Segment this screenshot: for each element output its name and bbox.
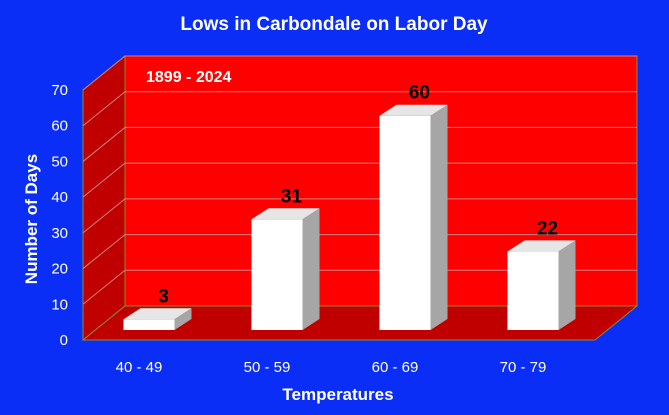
bar xyxy=(251,208,320,330)
bar-side xyxy=(558,240,576,330)
data-labels: 3 31 60 22 xyxy=(158,83,558,308)
x-axis-label: Temperatures xyxy=(282,385,393,404)
bar-front xyxy=(123,319,175,330)
y-tick-label: 60 xyxy=(51,118,68,135)
bar-side xyxy=(430,104,448,330)
x-tick-label: 60 - 69 xyxy=(372,359,419,376)
bar-front xyxy=(251,219,303,330)
bar xyxy=(507,240,576,330)
floor xyxy=(81,305,639,341)
y-tick-label: 10 xyxy=(51,296,68,313)
data-label: 22 xyxy=(537,218,558,239)
side-wall xyxy=(82,54,126,342)
bar xyxy=(379,104,448,330)
bar-top xyxy=(379,104,448,116)
chart-annotation: 1899 - 2024 xyxy=(146,69,232,86)
data-label: 3 xyxy=(158,286,169,307)
bars xyxy=(123,104,576,330)
x-tick-label: 40 - 49 xyxy=(116,359,163,376)
bar xyxy=(123,308,192,330)
gridline xyxy=(82,234,637,269)
y-tick-label: 70 xyxy=(51,82,68,99)
x-tick-label: 70 - 79 xyxy=(500,359,547,376)
gridline xyxy=(82,269,637,305)
bar-top xyxy=(123,308,192,320)
y-tick-label: 0 xyxy=(60,332,68,349)
data-label: 60 xyxy=(409,83,430,104)
gridlines xyxy=(82,55,637,305)
gridline xyxy=(82,55,637,91)
x-axis-ticks: 40 - 49 50 - 59 60 - 69 70 - 79 xyxy=(116,359,547,376)
gridline xyxy=(82,126,637,162)
bar-top xyxy=(251,208,320,220)
bar-top xyxy=(507,240,576,252)
y-tick-label: 30 xyxy=(51,225,68,242)
gridline xyxy=(82,91,637,127)
y-tick-label: 50 xyxy=(51,153,68,170)
y-axis-ticks: 0 10 20 30 40 50 60 70 xyxy=(51,82,68,349)
y-tick-label: 20 xyxy=(51,261,68,278)
gridline xyxy=(82,198,637,234)
bar-front xyxy=(379,115,431,330)
bar-front xyxy=(507,251,559,330)
x-tick-label: 50 - 59 xyxy=(244,359,291,376)
y-tick-label: 40 xyxy=(51,189,68,206)
y-axis-label: Number of Days xyxy=(22,154,41,284)
gridline xyxy=(82,162,637,198)
data-label: 31 xyxy=(281,186,303,207)
chart-title: Lows in Carbondale on Labor Day xyxy=(180,14,488,35)
bar-side xyxy=(302,208,320,330)
bar-side xyxy=(174,308,192,330)
